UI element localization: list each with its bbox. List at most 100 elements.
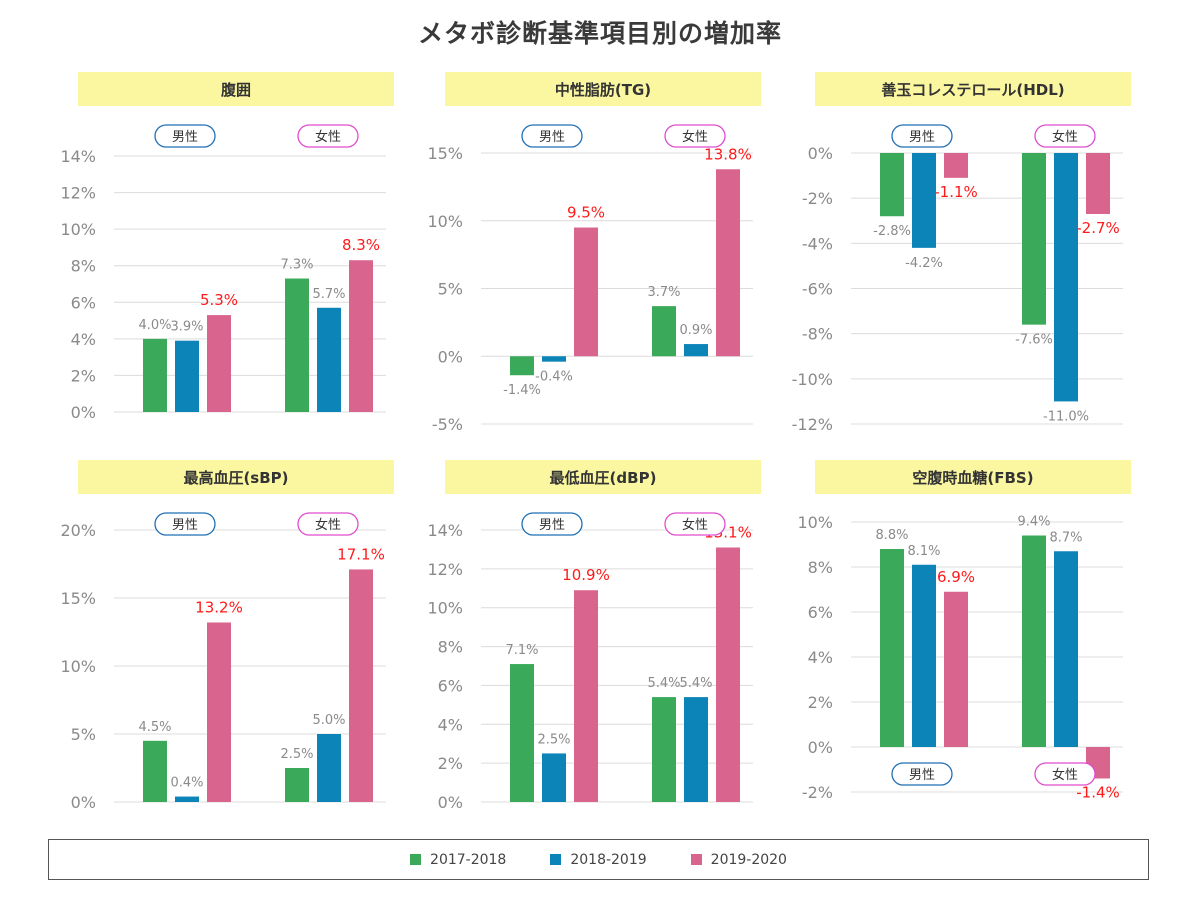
data-label: 4.5% (138, 720, 171, 735)
bar-2019-2020-女性 (349, 569, 373, 802)
category-label: 女性 (315, 129, 341, 145)
data-label: 8.3% (342, 236, 380, 254)
data-label: 8.7% (1049, 530, 1082, 545)
category-badge (297, 124, 359, 148)
category-badge (891, 124, 953, 148)
panel-tg: 中性脂肪(TG) -5% 0% 5% 10% 15% -1.4% -0.4% 9.5% 男性 3.… (415, 72, 761, 452)
data-label: 0.4% (170, 776, 203, 791)
panel-title: 中性脂肪(TG) (445, 72, 761, 106)
bar-2017-2018-女性 (652, 697, 676, 802)
data-label: 8.8% (875, 528, 908, 543)
category-label: 男性 (172, 130, 198, 145)
y-tick-label: 8% (438, 638, 463, 657)
y-tick-label: -4% (802, 234, 833, 253)
bar-2017-2018-女性 (285, 768, 309, 802)
bar-2018-2019-男性 (175, 796, 199, 802)
y-tick-label: 0% (808, 738, 833, 757)
y-tick-label: 4% (438, 715, 463, 734)
bar-chart-waist: 0% 2% 4% 6% 8% 10% 12% 14% 4.0%3.9% 5.3% 男性 7.3% 5.7… (60, 124, 386, 422)
data-label: 8.1% (907, 544, 940, 559)
y-tick-label: 0% (808, 144, 833, 163)
y-tick-label: -8% (802, 325, 833, 344)
bar-2019-2020-男性 (944, 591, 968, 747)
y-tick-label: 4% (808, 648, 833, 667)
bar-2018-2019-女性 (317, 307, 341, 412)
bar-2018-2019-女性 (1054, 551, 1078, 747)
bar-2018-2019-女性 (684, 697, 708, 802)
legend-item: 2017-2018 (410, 852, 506, 868)
bar-2018-2019-男性 (912, 564, 936, 747)
data-label: 3.9% (170, 320, 203, 335)
category-badge (154, 124, 216, 148)
data-label: 13.8% (704, 145, 752, 163)
category-label: 男性 (539, 518, 565, 533)
legend-label: 2019-2020 (710, 851, 787, 868)
chart-main-title: メタボ診断基準項目別の増加率 (417, 19, 782, 48)
panel-title: 善玉コレステロール(HDL) (815, 72, 1131, 106)
y-tick-label: 10% (427, 212, 463, 231)
data-label: 5.3% (200, 291, 238, 309)
y-tick-label: 2% (71, 366, 96, 385)
y-tick-label: 6% (438, 676, 463, 695)
y-tick-label: 15% (60, 589, 96, 608)
y-tick-label: 0% (438, 347, 463, 366)
y-tick-label: 5% (438, 280, 463, 299)
y-tick-label: 12% (60, 184, 96, 203)
y-tick-label: 10% (427, 599, 463, 618)
y-tick-label: 20% (60, 521, 96, 540)
legend-swatch (410, 854, 422, 865)
bar-2018-2019-男性 (912, 153, 936, 248)
legend-swatch (690, 854, 702, 865)
category-badge (664, 124, 726, 148)
legend-item: 2018-2019 (550, 852, 647, 868)
bar-2019-2020-男性 (574, 590, 598, 802)
y-tick-label: 5% (71, 725, 96, 744)
bar-2019-2020-男性 (207, 622, 231, 802)
bar-chart-fbs: -2% 0% 2% 4% 6% 8% 10% 8.8%8.1% 6.9% 男性 9.4%8.7% -1… (797, 513, 1123, 802)
bar-chart-sbp: 0% 5% 10% 15% 20% 4.5% 0.4% 13.2% 男性 2.5% 5.0% 17.1… (60, 512, 386, 812)
bar-2019-2020-女性 (716, 169, 740, 357)
panel-fbs: 空腹時血糖(FBS) -2% 0% 2% 4% 6% 8% 10% 8.8% 8.1% 6.9% 男… (785, 460, 1131, 840)
data-label: -0.4% (535, 370, 573, 385)
panel-dbp: 最低血圧(dBP) 0% 2% 4% 6% 8% 10% 12% 14% 7.1% 2.5% 10.… (415, 460, 761, 840)
y-tick-label: 10% (797, 513, 833, 532)
bar-chart-hdl: -12% -10% -8% -6% -4% -2% 0% -2.8% -4.2% -1.1% 男性 -… (792, 124, 1123, 434)
data-label: -1.4% (1076, 784, 1120, 802)
category-badge (521, 124, 583, 148)
data-label: 2.5% (280, 747, 313, 762)
category-badge (1034, 762, 1096, 786)
y-tick-label: 0% (71, 403, 96, 422)
panel-sbp: 最高血圧(sBP) 0% 5% 10% 15% 20% 4.5% 0.4% 13.2% 男性 2.… (48, 460, 394, 840)
bar-2017-2018-女性 (285, 278, 309, 412)
bar-chart-dbp: 0% 2% 4% 6% 8% 10% 12% 14% 7.1% 2.5% 10.9% 男性 5.4%5.… (427, 512, 753, 812)
data-label: 9.5% (567, 204, 605, 222)
data-label: -11.0% (1043, 409, 1089, 424)
bar-2019-2020-女性 (349, 260, 373, 412)
data-label: -1.1% (934, 183, 978, 201)
bar-2019-2020-女性 (1086, 153, 1110, 214)
category-label: 女性 (682, 129, 708, 145)
y-tick-label: 15% (427, 144, 463, 163)
bar-2018-2019-女性 (684, 344, 708, 357)
data-label: 5.0% (312, 713, 345, 728)
y-tick-label: 2% (438, 754, 463, 773)
bar-2018-2019-女性 (317, 734, 341, 802)
category-label: 女性 (1052, 129, 1078, 145)
bar-chart-tg: -5% 0% 5% 10% 15% -1.4%-0.4% 9.5% 男性 3.7% 0.9% 13.… (427, 124, 753, 434)
legend-label: 2017-2018 (430, 851, 507, 868)
data-label: -1.4% (503, 383, 541, 398)
y-tick-label: -2% (802, 189, 833, 208)
y-tick-label: 14% (427, 521, 463, 540)
y-tick-label: 4% (71, 330, 96, 349)
category-badge (297, 512, 359, 536)
data-label: 7.1% (505, 643, 538, 658)
y-tick-label: 10% (60, 220, 96, 239)
data-label: 3.7% (647, 285, 680, 300)
y-tick-label: 8% (808, 558, 833, 577)
panel-title: 空腹時血糖(FBS) (815, 460, 1131, 494)
bar-2019-2020-女性 (716, 547, 740, 802)
category-label: 男性 (909, 130, 935, 145)
y-tick-label: -2% (802, 783, 833, 802)
bar-2019-2020-男性 (207, 315, 231, 412)
category-label: 男性 (909, 768, 935, 783)
